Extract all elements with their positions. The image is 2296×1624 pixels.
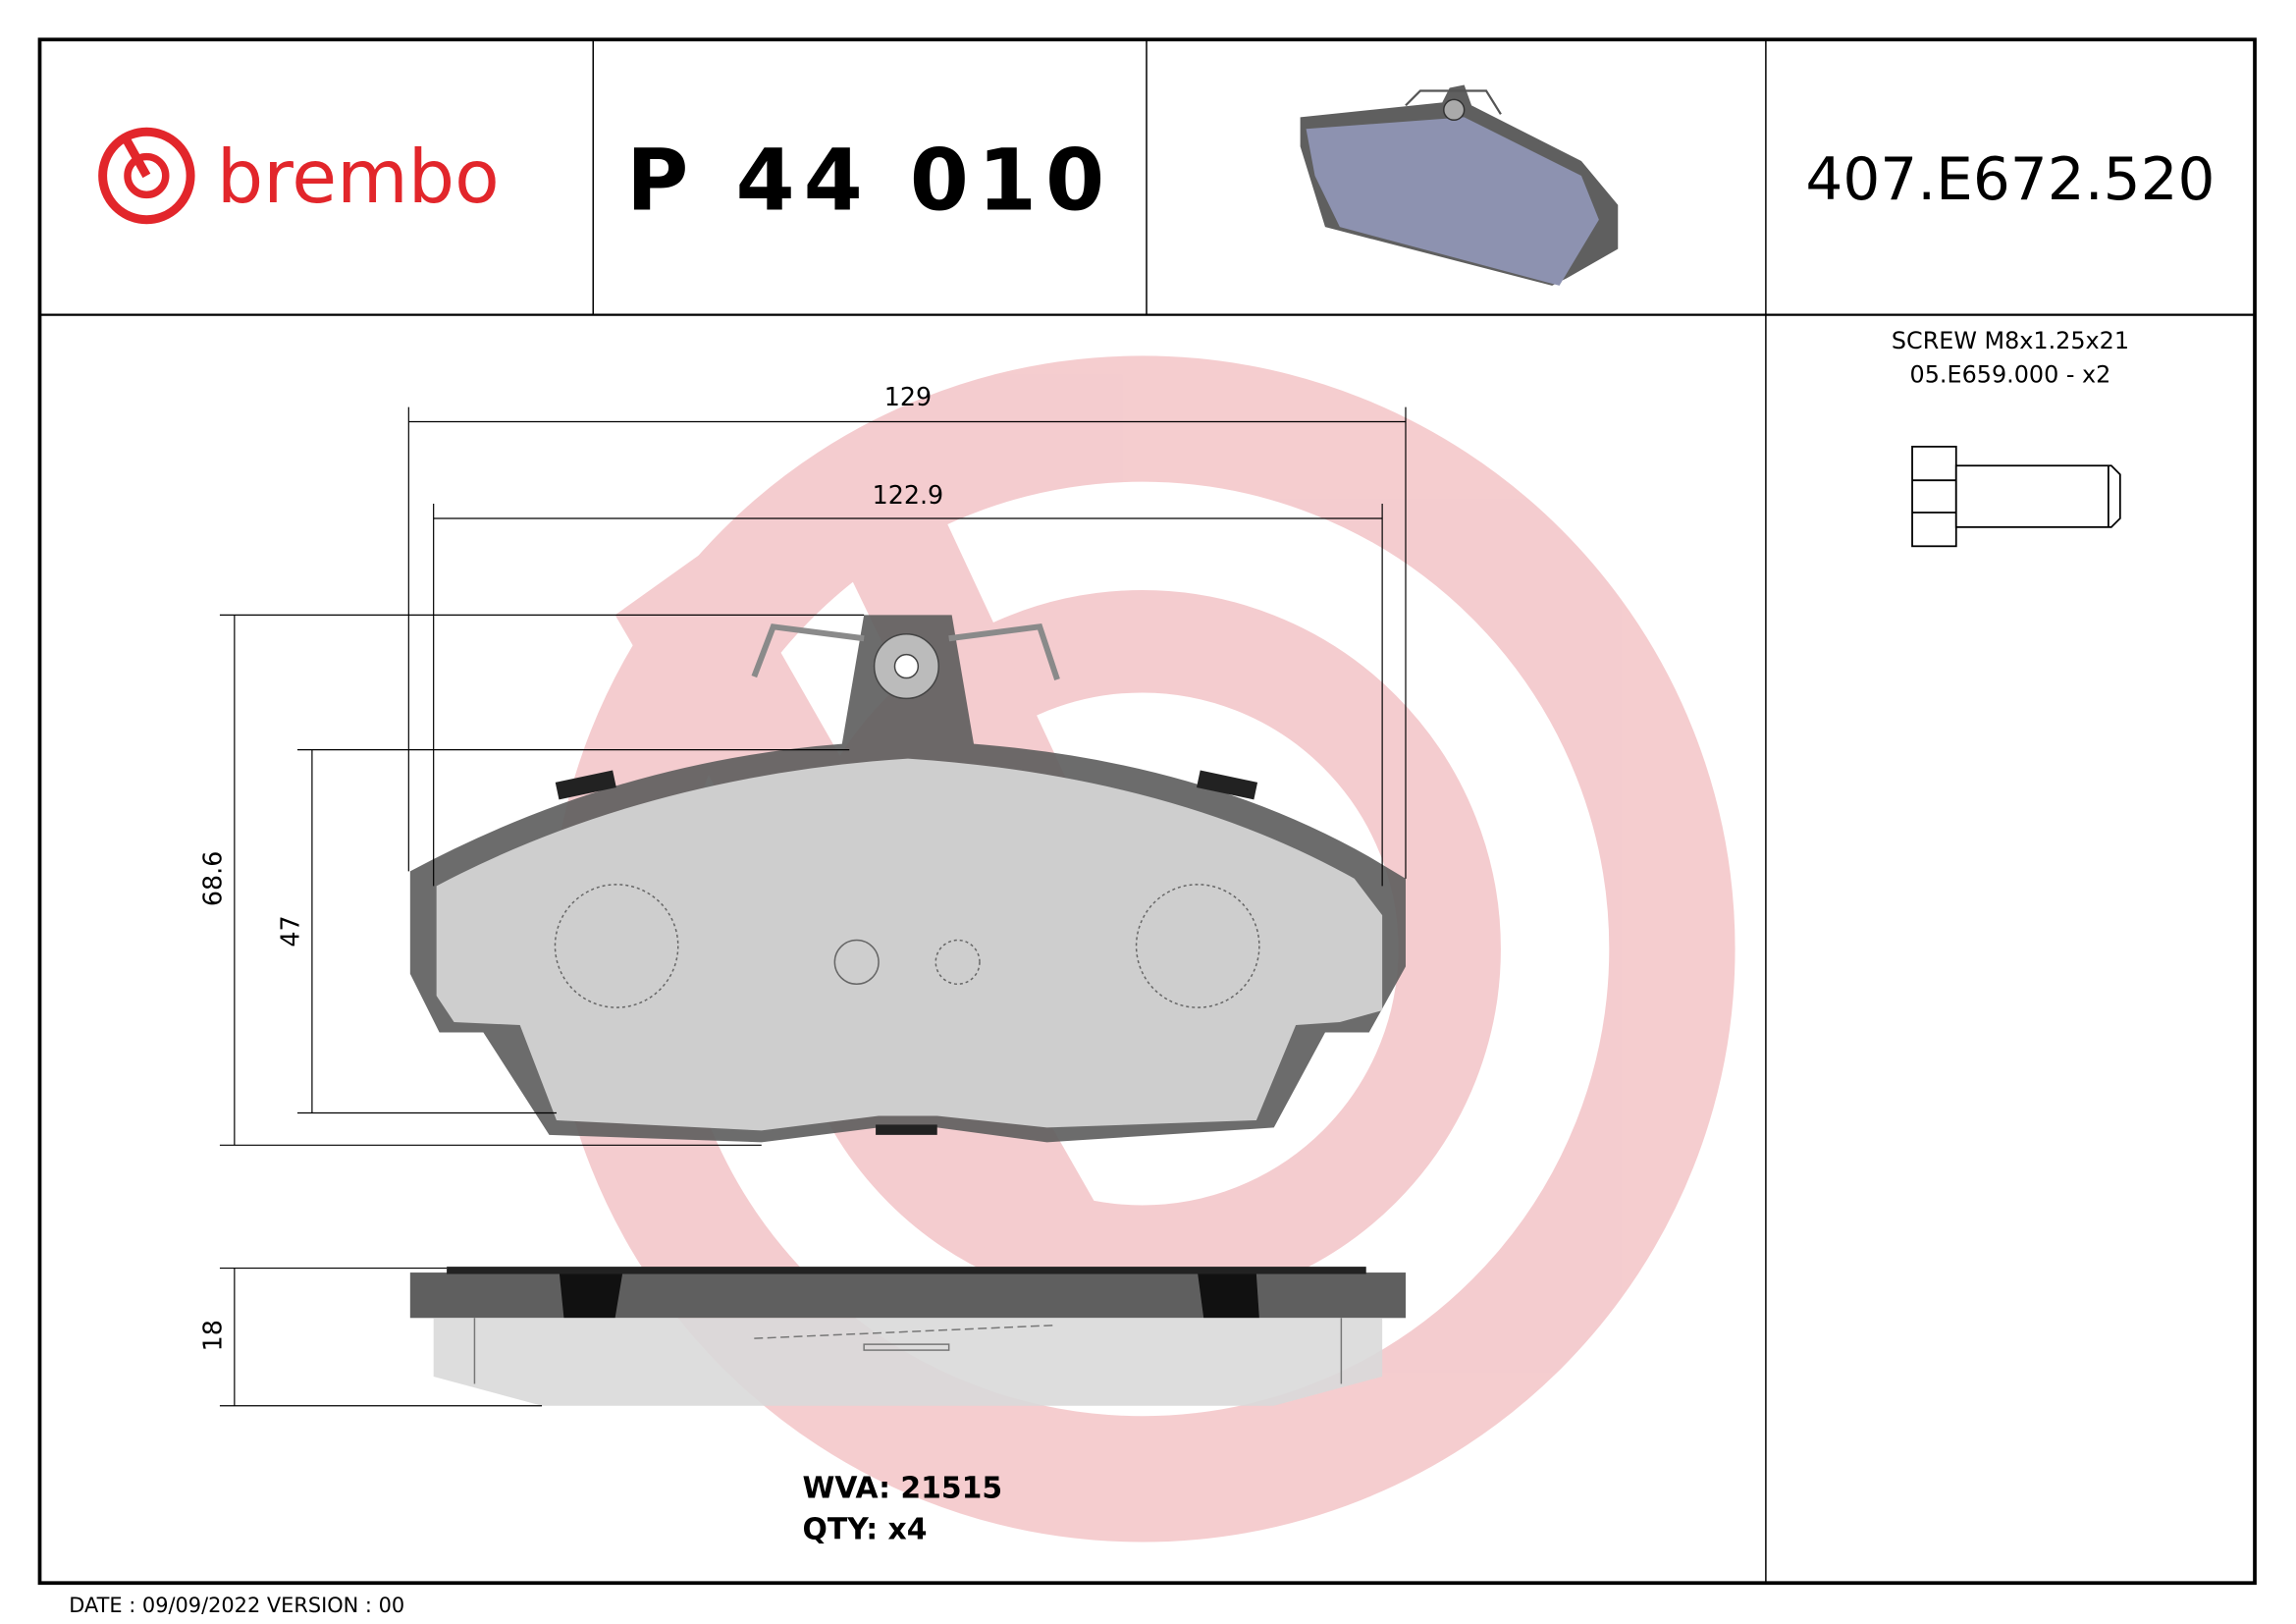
dim-pad-height: 47: [275, 915, 304, 947]
pad-front-view: [409, 615, 1406, 1143]
quantity: QTY: x4: [803, 1512, 928, 1546]
brake-pad-thumbnail: [1300, 84, 1619, 286]
dimension-lines: [219, 406, 1407, 1407]
product-code: 407.E672.520: [1805, 146, 2215, 214]
dim-overall-width: 129: [884, 382, 932, 411]
date-version: DATE : 09/09/2022 VERSION : 00: [69, 1594, 404, 1617]
pad-side-view: [409, 1267, 1406, 1406]
dim-overall-height: 68.6: [197, 851, 227, 906]
dim-thickness: 18: [197, 1320, 227, 1351]
brand-name: brembo: [217, 135, 500, 220]
wva-number: WVA: 21515: [803, 1472, 1003, 1506]
brembo-logo: brembo: [98, 127, 500, 225]
screw-spec: SCREW M8x1.25x21: [1892, 327, 2129, 354]
part-number: P 44 010: [626, 132, 1113, 230]
dim-inner-width: 122.9: [873, 480, 944, 510]
screw-code: 05.E659.000 - x2: [1910, 360, 2111, 388]
screw-icon: [1911, 445, 2121, 548]
